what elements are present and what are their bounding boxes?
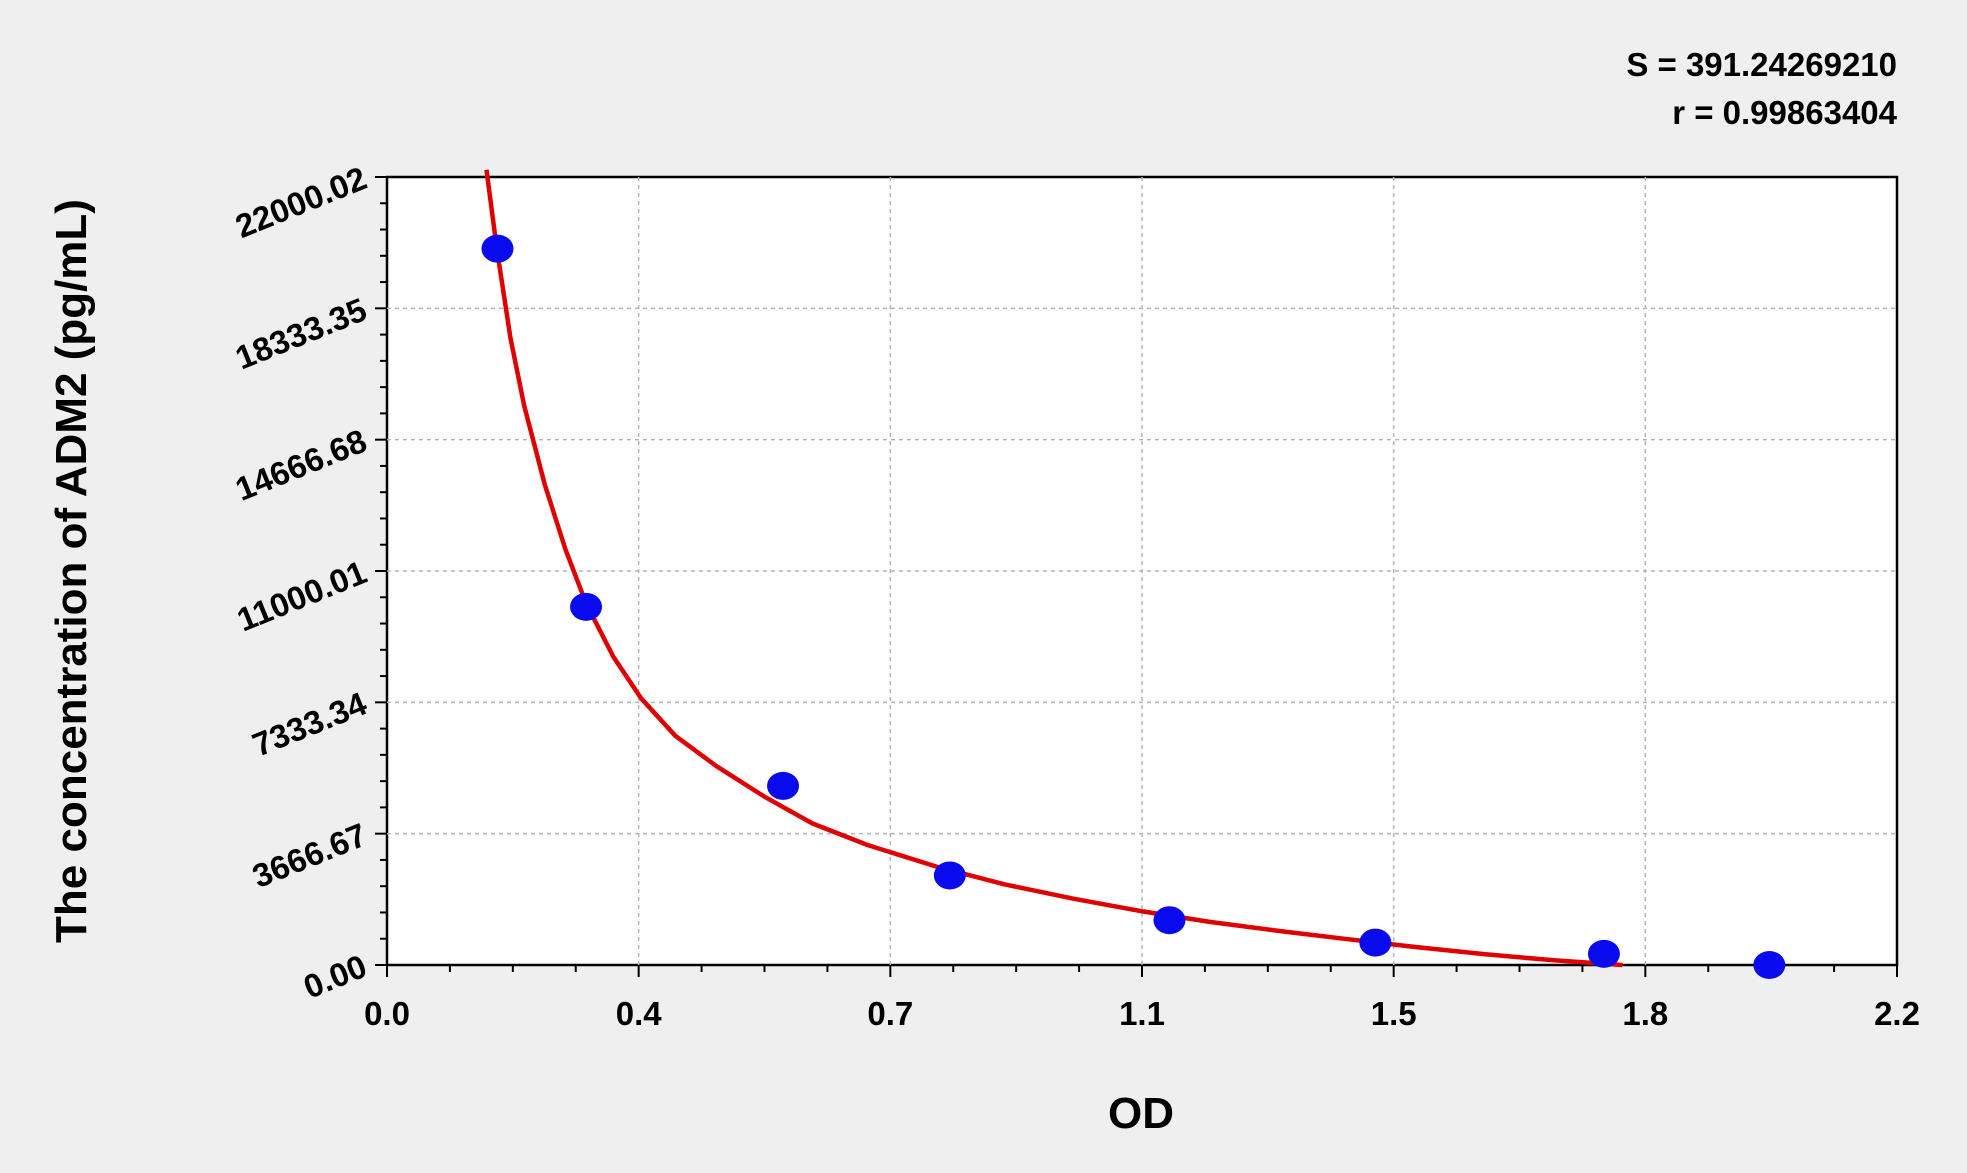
data-point [570, 592, 603, 621]
s-statistic: S = 391.24269210 [1626, 46, 1897, 83]
y-tick-label: 14666.68 [230, 422, 371, 508]
y-axis-ticks: 0.00 3666.67 7333.34 11000.01 14666.68 18333.… [230, 159, 387, 1006]
data-point [933, 861, 966, 890]
data-points [481, 234, 1786, 979]
x-axis-title: OD [1108, 1089, 1174, 1138]
minor-ticks [380, 202, 1836, 972]
fit-curve [484, 169, 1623, 968]
y-tick-label: 3666.67 [247, 816, 371, 895]
x-tick-label: 0.7 [867, 995, 913, 1032]
y-tick-label: 0.00 [298, 947, 371, 1005]
x-tick-label: 0.0 [364, 995, 410, 1032]
x-tick-label: 1.5 [1371, 995, 1417, 1032]
y-tick-label: 22000.02 [230, 159, 371, 245]
data-point [1753, 951, 1786, 979]
y-tick-label: 18333.35 [230, 291, 371, 377]
x-tick-label: 1.1 [1119, 995, 1165, 1032]
data-point [1359, 928, 1392, 957]
data-point [767, 771, 800, 800]
x-tick-label: 0.4 [616, 995, 663, 1032]
grid-lines [387, 177, 1897, 965]
y-tick-label: 11000.01 [232, 553, 372, 638]
r-statistic: r = 0.99863404 [1672, 94, 1897, 131]
x-tick-label: 2.2 [1874, 995, 1920, 1032]
y-axis-title: The concentration of ADM2 (pg/mL) [47, 199, 96, 943]
data-point [1587, 939, 1620, 968]
data-point [1153, 906, 1186, 935]
data-point [481, 234, 514, 263]
x-axis-ticks: 0.0 0.4 0.7 1.1 1.5 1.8 2.2 [364, 965, 1920, 1032]
x-tick-label: 1.8 [1622, 995, 1668, 1032]
y-tick-label: 7333.34 [247, 684, 372, 763]
